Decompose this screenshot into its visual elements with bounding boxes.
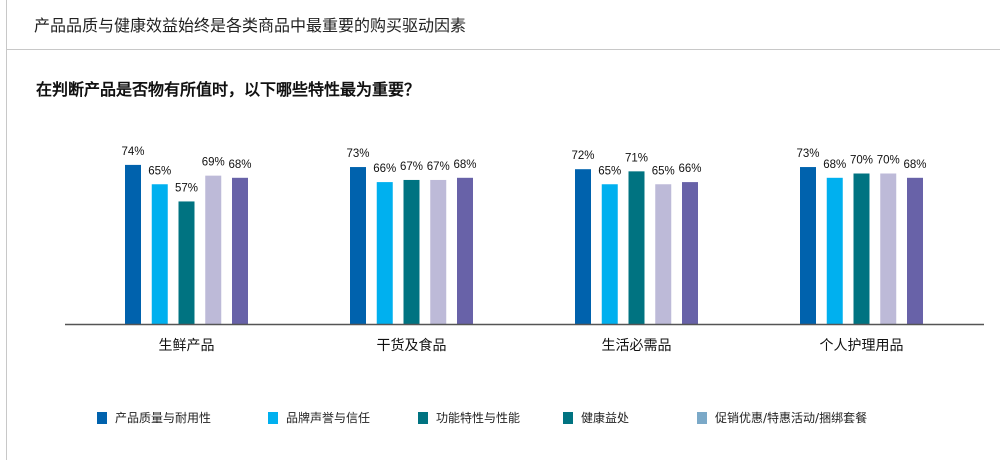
legend-label: 促销优惠/特惠活动/捆绑套餐 [715,411,868,425]
legend-item: 品牌声誉与信任 [268,409,370,426]
page-title: 产品品质与健康效益始终是各类商品中最重要的购买驱动因素 [34,16,467,35]
bar [880,173,897,324]
bar [800,167,816,324]
bar [376,182,393,324]
legend-label: 品牌声誉与信任 [286,411,371,425]
data-label: 73% [346,148,369,160]
data-label: 68% [453,159,476,171]
bar [655,184,672,324]
data-label: 57% [175,182,198,194]
category-label: 干货及食品 [377,337,447,354]
data-label: 69% [202,157,225,169]
data-label: 66% [373,163,396,175]
data-label: 68% [228,159,251,171]
category-label: 生鲜产品 [159,338,215,354]
bar [151,184,168,324]
legend-item: 健康益处 [563,409,629,426]
legend-item: 促销优惠/特惠活动/捆绑套餐 [697,409,867,426]
bar [350,167,366,324]
data-label: 72% [571,150,594,162]
data-label: 71% [625,152,648,164]
bar [125,164,141,324]
category-label: 生活必需品 [602,338,672,354]
legend-label: 产品质量与耐用性 [115,411,212,425]
data-label: 65% [148,165,171,177]
data-label: 70% [850,155,873,167]
bar [682,182,698,324]
bar [601,184,618,324]
chart-title: 在判断产品是否物有所值时，以下哪些特性最为重要？ [36,80,421,99]
legend-item: 产品质量与耐用性 [97,409,211,426]
bar [457,177,473,324]
bar [575,169,591,324]
bar [430,179,447,324]
data-label: 68% [903,159,926,171]
bar [205,175,222,324]
legend-swatch [418,411,428,424]
legend: 产品质量与耐用性 品牌声誉与信任 功能特性与性能 健康益处 促销优惠/特惠活动/… [0,409,1000,429]
bar [853,173,870,324]
data-label: 65% [598,165,621,177]
bar [232,177,248,324]
data-label: 67% [427,161,450,173]
bar [403,179,420,324]
legend-swatch [563,411,573,424]
bar [826,177,843,324]
data-label: 74% [121,146,144,158]
bar [178,201,195,324]
data-label: 70% [877,155,900,167]
data-label: 66% [678,163,701,175]
bar [628,171,645,324]
category-label: 个人护理用品 [820,338,904,354]
legend-swatch [697,411,707,424]
header-divider [6,49,1000,50]
data-label: 67% [400,161,423,173]
bar [907,177,923,324]
data-label: 68% [823,159,846,171]
left-border [6,0,7,460]
data-label: 65% [652,165,675,177]
legend-swatch [268,411,278,424]
legend-swatch [97,411,107,424]
legend-label: 功能特性与性能 [436,411,521,425]
legend-item: 功能特性与性能 [418,409,520,426]
legend-label: 健康益处 [581,411,630,425]
data-label: 73% [796,148,819,160]
